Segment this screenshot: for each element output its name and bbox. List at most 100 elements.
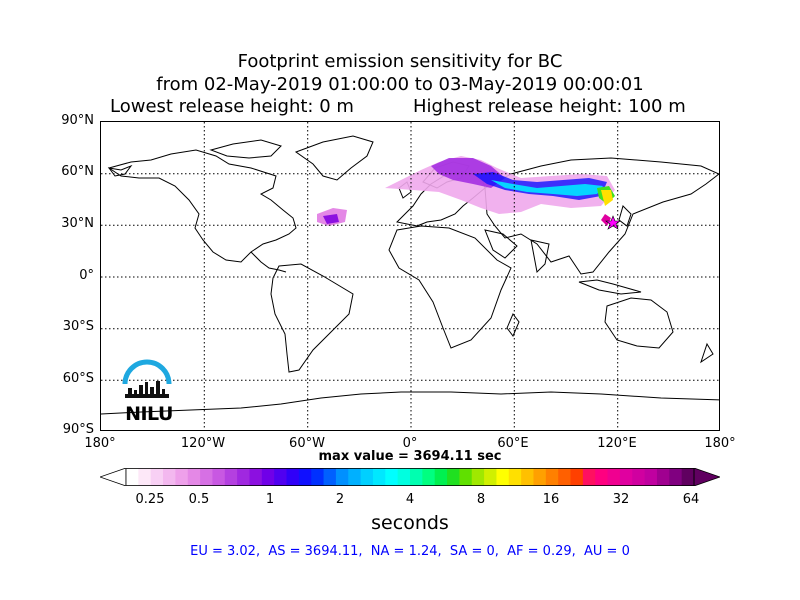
colorbar-tick-2: 2	[335, 492, 345, 507]
lon-label-120e: 120°E	[597, 436, 637, 451]
lon-label-60w: 60°W	[289, 436, 325, 451]
lon-label-120w: 120°W	[180, 436, 226, 451]
coast-alaska	[107, 164, 133, 177]
colorbar-swatch	[249, 468, 263, 486]
region-summary: EU = 3.02, AS = 3694.11, NA = 1.24, SA =…	[190, 544, 630, 559]
colorbar-swatch	[410, 468, 423, 486]
plume-cyan	[491, 180, 603, 196]
colorbar-swatch	[669, 468, 683, 486]
colorbar-swatch	[558, 468, 572, 486]
lowest-release-height: Lowest release height: 0 m	[110, 96, 354, 117]
colorbar-swatch	[360, 468, 374, 486]
colorbar-swatch	[447, 468, 460, 486]
colorbar-tick-32: 32	[612, 492, 630, 507]
colorbar-swatch	[212, 468, 226, 486]
nilu-logo: NILU	[119, 358, 175, 425]
colorbar-swatch	[372, 468, 386, 486]
colorbar-tick-16: 16	[542, 492, 560, 507]
colorbar-swatch	[496, 468, 510, 486]
colorbar-swatch	[656, 468, 670, 486]
world-map-canvas	[101, 122, 719, 430]
coast-asia	[484, 157, 719, 275]
colorbar-swatch	[150, 468, 164, 486]
colorbar-tick-0.5: 0.5	[188, 492, 210, 507]
colorbar-swatch	[570, 468, 584, 486]
colorbar-swatch	[582, 468, 596, 486]
colorbar	[100, 468, 720, 486]
plume-yellow	[601, 190, 613, 206]
lat-label-60n: 60°N	[61, 164, 94, 179]
coast-madagascar	[506, 313, 520, 337]
coast-india	[530, 239, 550, 274]
lat-label-30n: 30°N	[61, 216, 94, 231]
colorbar-tick-1: 1	[265, 492, 275, 507]
colorbar-swatch	[533, 468, 547, 486]
lat-label-90s: 90°S	[62, 422, 94, 437]
colorbar-swatch	[175, 468, 189, 486]
coast-antarctica	[101, 391, 719, 415]
colorbar-swatch	[348, 468, 362, 486]
plume-magenta-core	[601, 214, 611, 226]
colorbar-swatch	[681, 468, 695, 486]
coast-greenland	[294, 135, 374, 181]
coastlines	[101, 135, 719, 415]
coast-indonesia	[578, 279, 642, 295]
plume-atlantic-core	[323, 214, 339, 224]
lat-label-30s: 30°S	[62, 319, 94, 334]
coast-arabia	[484, 229, 518, 259]
colorbar-swatch	[545, 468, 559, 486]
plot-title-line-1: Footprint emission sensitivity for BC	[237, 51, 563, 72]
coast-south-america	[270, 263, 354, 373]
lon-label-60e: 60°E	[497, 436, 529, 451]
colorbar-upper-extension	[693, 468, 720, 486]
colorbar-swatch	[126, 468, 139, 486]
colorbar-swatch	[508, 468, 522, 486]
colorbar-swatch	[422, 468, 436, 486]
lat-label-0: 0°	[79, 268, 94, 283]
coast-arctic-islands	[209, 139, 282, 159]
lat-label-90n: 90°N	[61, 113, 94, 128]
coast-central-america	[250, 251, 287, 273]
colorbar-swatch	[607, 468, 621, 486]
coast-africa	[388, 225, 512, 349]
colorbar-swatch	[311, 468, 325, 486]
max-value-label: max value = 3694.11 sec	[318, 449, 502, 464]
colorbar-swatch	[619, 468, 633, 486]
colorbar-swatch	[261, 468, 275, 486]
coast-australia	[604, 297, 674, 349]
colorbar-lower-extension	[100, 468, 127, 486]
nilu-logo-text: NILU	[125, 403, 173, 425]
nilu-logo-graphic	[122, 359, 172, 398]
colorbar-tick-8: 8	[476, 492, 486, 507]
colorbar-swatch	[471, 468, 485, 486]
colorbar-frame	[125, 468, 695, 486]
coast-japan	[618, 205, 632, 227]
colorbar-swatch	[200, 468, 213, 486]
colorbar-swatch	[323, 468, 337, 486]
sensitivity-field	[317, 156, 621, 230]
colorbar-swatch	[385, 468, 399, 486]
colorbar-swatch	[632, 468, 646, 486]
colorbar-tick-64: 64	[682, 492, 700, 507]
colorbar-swatch	[138, 468, 152, 486]
colorbar-tick-4: 4	[405, 492, 415, 507]
lat-label-60s: 60°S	[62, 371, 94, 386]
colorbar-swatch	[298, 468, 312, 486]
colorbar-swatch	[224, 468, 238, 486]
colorbar-swatch	[595, 468, 609, 486]
coast-north-america	[107, 149, 297, 263]
plot-title-line-2: from 02-May-2019 01:00:00 to 03-May-2019…	[156, 74, 644, 95]
lon-label-180w: 180°	[84, 436, 116, 451]
colorbar-swatch	[434, 468, 448, 486]
world-map: NILU	[100, 121, 720, 431]
graticule	[101, 122, 719, 430]
colorbar-tick-0.25: 0.25	[135, 492, 165, 507]
colorbar-swatch	[274, 468, 288, 486]
colorbar-swatch	[335, 468, 349, 486]
lon-label-0: 0°	[402, 436, 418, 451]
colorbar-swatch	[484, 468, 497, 486]
coast-new-zealand	[700, 342, 714, 364]
colorbar-swatch	[237, 468, 250, 486]
colorbar-unit-label: seconds	[371, 512, 449, 534]
colorbar-swatch	[459, 468, 473, 486]
